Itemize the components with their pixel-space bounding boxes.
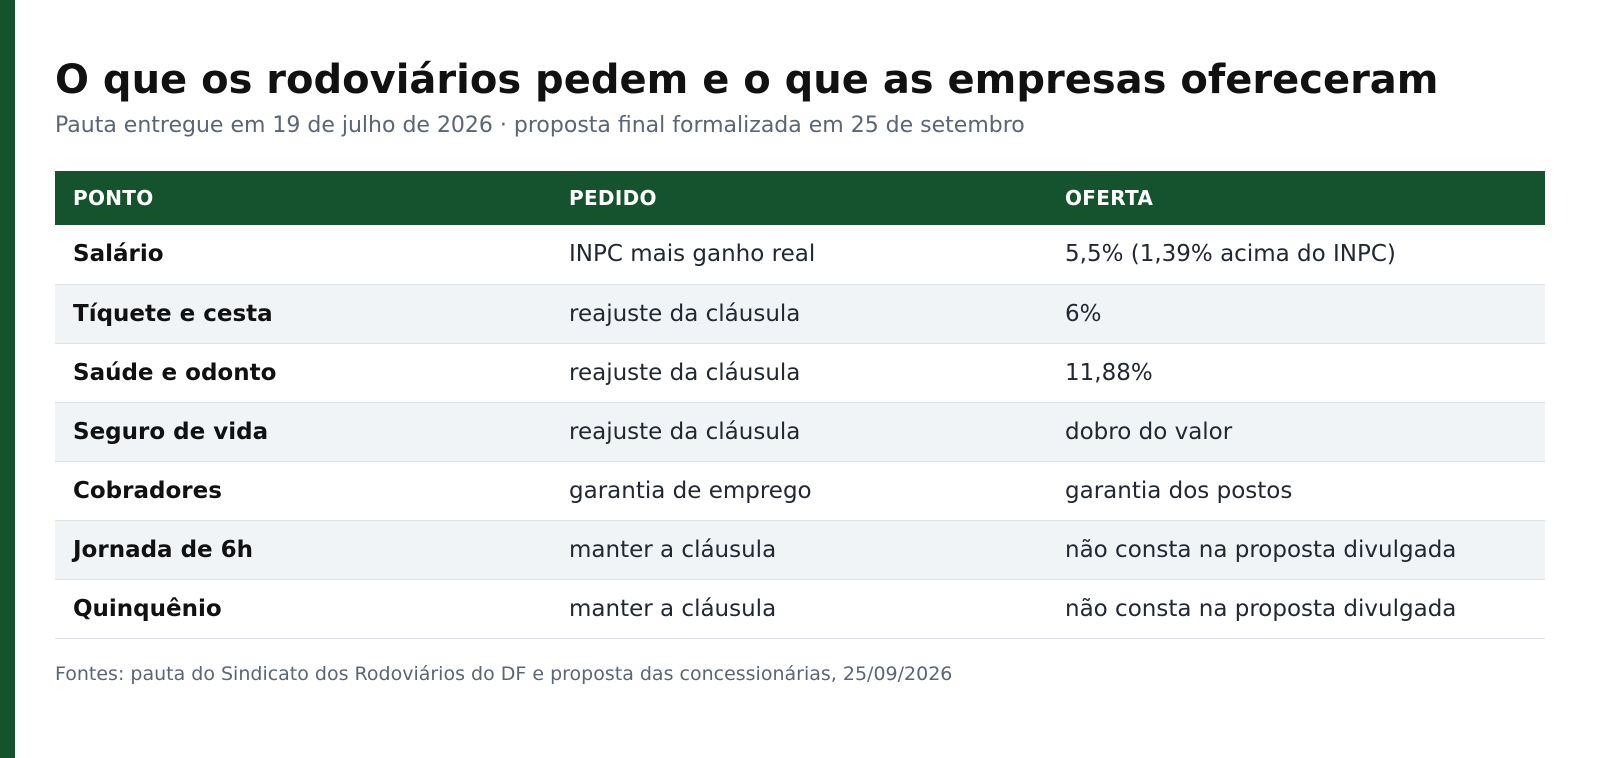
- page-subtitle: Pauta entregue em 19 de julho de 2026 · …: [55, 113, 1025, 138]
- table-row: Cobradores garantia de emprego garantia …: [55, 461, 1545, 520]
- table-row: Seguro de vida reajuste da cláusula dobr…: [55, 402, 1545, 461]
- document-content: O que os rodoviários pedem e o que as em…: [55, 54, 1545, 685]
- table-row: Salário INPC mais ganho real 5,5% (1,39%…: [55, 225, 1545, 284]
- table-header-row: PONTO PEDIDO OFERTA: [55, 171, 1545, 225]
- cell-ponto: Quinquênio: [73, 595, 222, 622]
- cell-ponto: Cobradores: [73, 477, 222, 504]
- table-row: Jornada de 6h manter a cláusula não cons…: [55, 520, 1545, 579]
- cell-pedido: manter a cláusula: [569, 536, 777, 563]
- cell-pedido: reajuste da cláusula: [569, 359, 801, 386]
- page-title: O que os rodoviários pedem e o que as em…: [55, 57, 1439, 103]
- cell-oferta: não consta na proposta divulgada: [1065, 595, 1457, 622]
- table-row: Quinquênio manter a cláusula não consta …: [55, 579, 1545, 638]
- source-note: Fontes: pauta do Sindicato dos Rodoviári…: [55, 662, 953, 685]
- cell-pedido: INPC mais ganho real: [569, 241, 816, 268]
- cell-oferta: 6%: [1065, 300, 1102, 327]
- cell-pedido: manter a cláusula: [569, 595, 777, 622]
- cell-oferta: 11,88%: [1065, 359, 1153, 386]
- cell-oferta: garantia dos postos: [1065, 477, 1293, 504]
- cell-oferta: não consta na proposta divulgada: [1065, 536, 1457, 563]
- cell-pedido: reajuste da cláusula: [569, 300, 801, 327]
- cell-ponto: Salário: [73, 241, 164, 268]
- cell-ponto: Tíquete e cesta: [73, 300, 273, 327]
- comparison-table: PONTO PEDIDO OFERTA Salário INPC mais ga…: [55, 171, 1545, 639]
- cell-ponto: Saúde e odonto: [73, 359, 277, 386]
- cell-ponto: Jornada de 6h: [73, 536, 254, 563]
- cell-oferta: 5,5% (1,39% acima do INPC): [1065, 241, 1396, 268]
- cell-oferta: dobro do valor: [1065, 418, 1233, 445]
- table-row: Saúde e odonto reajuste da cláusula 11,8…: [55, 343, 1545, 402]
- accent-bar: [0, 0, 15, 758]
- header-pedido: PEDIDO: [569, 186, 657, 210]
- cell-pedido: garantia de emprego: [569, 477, 812, 504]
- header-ponto: PONTO: [73, 186, 154, 210]
- cell-ponto: Seguro de vida: [73, 418, 269, 445]
- table-row: Tíquete e cesta reajuste da cláusula 6%: [55, 284, 1545, 343]
- cell-pedido: reajuste da cláusula: [569, 418, 801, 445]
- header-oferta: OFERTA: [1065, 186, 1154, 210]
